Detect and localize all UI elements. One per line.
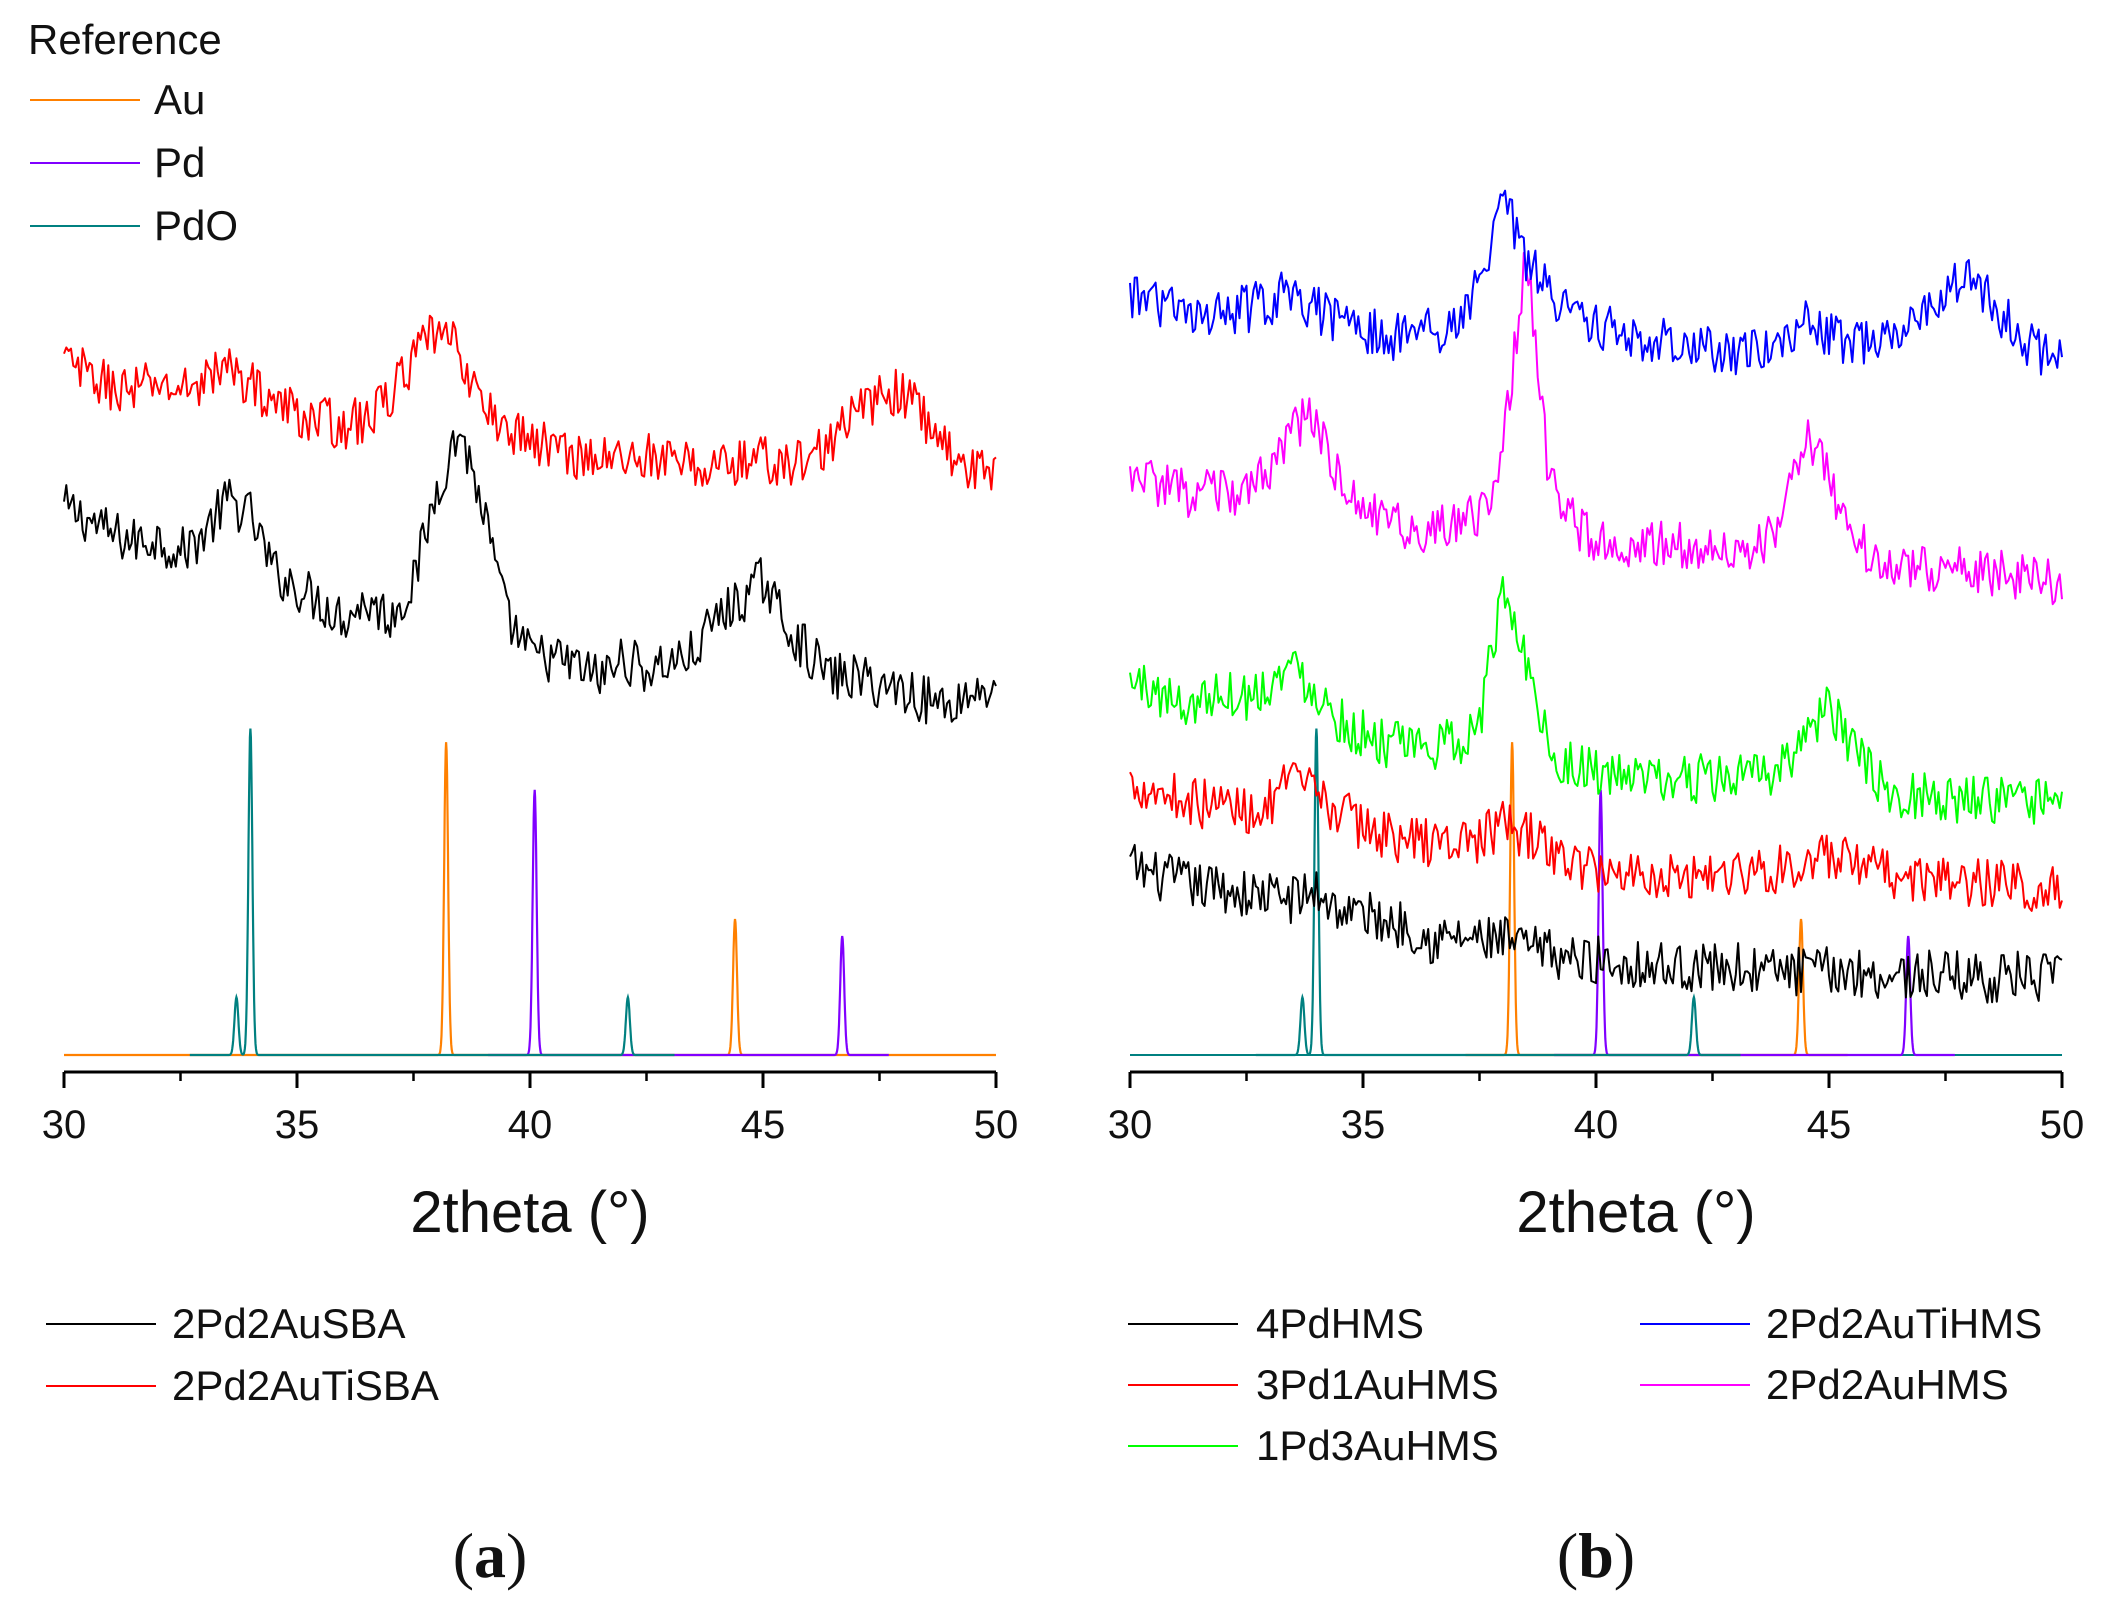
panel-b-legend-label-2pd2autihms: 2Pd2AuTiHMS — [1766, 1300, 2042, 1347]
panel-b-series-3pd1auhms — [1129, 762, 2063, 912]
panel-b-x-ticks: 30 35 40 45 50 — [1108, 1072, 2085, 1147]
panel-a-tick-label-50: 50 — [974, 1103, 1019, 1147]
panel-b-legend-label-1pd3auhms: 1Pd3AuHMS — [1256, 1422, 1499, 1469]
panel-a-tick-label-40: 40 — [508, 1103, 553, 1147]
panel-a-plot — [63, 314, 997, 1057]
panel-b-series-2pd2autihms — [1129, 189, 2063, 376]
panel-b-legend-label-4pdhms: 4PdHMS — [1256, 1300, 1424, 1347]
reference-legend-title: Reference — [28, 16, 222, 63]
panel-b-legend-label-2pd2auhms: 2Pd2AuHMS — [1766, 1361, 2009, 1408]
panel-b-reference-pdo — [1255, 728, 1741, 1057]
panel-b-tick-label-35: 35 — [1341, 1103, 1386, 1147]
panel-a-tick-label-30: 30 — [42, 1103, 87, 1147]
panel-a-series-2pd2autisba — [63, 314, 997, 491]
panel-b-tick-label-50: 50 — [2040, 1103, 2085, 1147]
panel-b-reference-au — [1465, 742, 1848, 1057]
panel-a-series-2pd2ausba — [63, 430, 997, 725]
reference-legend-label-pdo: PdO — [154, 202, 238, 249]
panel-b-series-4pdhms — [1129, 843, 2063, 1004]
panel-b-legend: 4PdHMS 3Pd1AuHMS 1Pd3AuHMS 2Pd2AuTiHMS 2… — [1128, 1300, 2042, 1469]
panel-a-legend-label-2pd2autisba: 2Pd2AuTiSBA — [172, 1362, 439, 1409]
panel-b-legend-label-3pd1auhms: 3Pd1AuHMS — [1256, 1361, 1499, 1408]
panel-b-tick-label-40: 40 — [1574, 1103, 1619, 1147]
panel-b-series-2pd2auhms — [1129, 251, 2063, 606]
panel-a-reference-pdo — [189, 728, 675, 1057]
panel-a-legend-label-2pd2ausba: 2Pd2AuSBA — [172, 1300, 406, 1347]
panel-b-tick-label-30: 30 — [1108, 1103, 1153, 1147]
panel-a-x-ticks: 30 35 40 45 50 — [42, 1072, 1019, 1147]
panel-a-tick-label-45: 45 — [741, 1103, 786, 1147]
panel-b-tick-label-45: 45 — [1807, 1103, 1852, 1147]
panel-a-label: (a) — [453, 1520, 528, 1591]
reference-legend-label-au: Au — [154, 76, 205, 123]
reference-legend-label-pd: Pd — [154, 139, 205, 186]
panel-b-plot — [1129, 189, 2063, 1057]
panel-b-reference-pd — [1554, 789, 1955, 1057]
panel-a-x-axis-title: 2theta (°) — [410, 1180, 649, 1245]
panel-b-x-axis-title: 2theta (°) — [1516, 1180, 1755, 1245]
panel-a-legend: 2Pd2AuSBA 2Pd2AuTiSBA — [46, 1300, 439, 1409]
panel-a-tick-label-35: 35 — [275, 1103, 320, 1147]
panel-b-series-1pd3auhms — [1129, 576, 2063, 825]
panel-b-label: (b) — [1557, 1520, 1635, 1591]
panel-a-reference-pd — [488, 789, 889, 1057]
reference-legend: Reference Au Pd PdO — [28, 16, 238, 249]
